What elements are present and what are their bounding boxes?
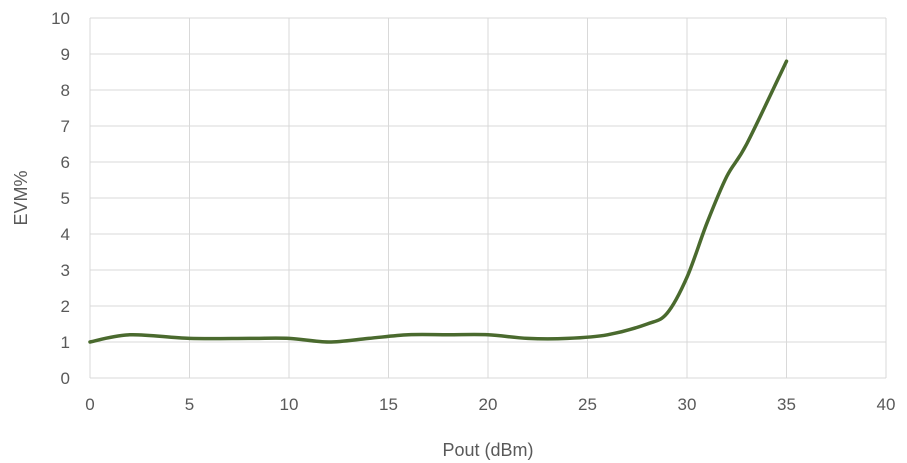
y-tick-label-5: 5 [61, 189, 70, 208]
y-tick-label-1: 1 [61, 333, 70, 352]
x-tick-label-4: 20 [479, 395, 498, 414]
x-tick-label-8: 40 [877, 395, 896, 414]
x-axis-ticks: 0 5 10 15 20 25 30 35 40 [85, 395, 895, 414]
x-tick-label-5: 25 [578, 395, 597, 414]
x-tick-label-7: 35 [777, 395, 796, 414]
x-axis-label: Pout (dBm) [442, 440, 533, 460]
y-tick-label-9: 9 [61, 45, 70, 64]
series-line-0 [88, 59, 789, 344]
x-tick-label-0: 0 [85, 395, 94, 414]
y-tick-label-6: 6 [61, 153, 70, 172]
x-tick-label-1: 5 [185, 395, 194, 414]
y-tick-label-7: 7 [61, 117, 70, 136]
y-axis-ticks: 0 1 2 3 4 5 6 7 8 9 10 [51, 9, 70, 388]
y-tick-label-0: 0 [61, 369, 70, 388]
series-group [88, 59, 789, 344]
x-tick-label-6: 30 [678, 395, 697, 414]
y-tick-label-3: 3 [61, 261, 70, 280]
y-tick-label-8: 8 [61, 81, 70, 100]
y-tick-label-4: 4 [61, 225, 70, 244]
x-tick-label-2: 10 [280, 395, 299, 414]
x-tick-label-3: 15 [379, 395, 398, 414]
grid [89, 17, 887, 379]
y-tick-label-2: 2 [61, 297, 70, 316]
y-tick-label-10: 10 [51, 9, 70, 28]
y-axis-label: EVM% [11, 170, 31, 225]
